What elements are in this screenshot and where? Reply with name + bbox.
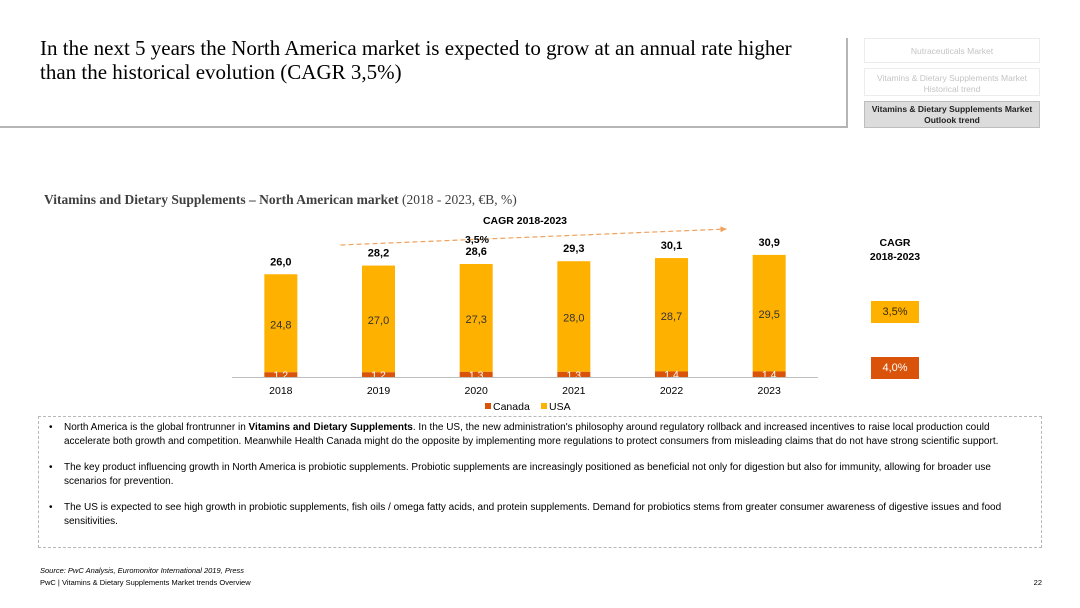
data-label-canada: 1,4 — [762, 369, 777, 381]
data-label-usa: 24,8 — [270, 319, 291, 331]
x-tick-label: 2020 — [464, 385, 488, 397]
data-label-usa: 27,0 — [368, 315, 389, 327]
nav-historical-trend[interactable]: Vitamins & Dietary Supplements Market Hi… — [864, 68, 1040, 96]
legend-label-canada: Canada — [493, 401, 530, 413]
cagr-canada-badge: 4,0% — [871, 357, 919, 379]
legend-label-usa: USA — [549, 401, 571, 413]
data-label-total: 30,9 — [758, 237, 779, 249]
x-tick-label: 2019 — [367, 385, 391, 397]
legend-swatch-canada — [485, 403, 491, 409]
nav-nutraceuticals-market[interactable]: Nutraceuticals Market — [864, 38, 1040, 63]
chart-title-bold: Vitamins and Dietary Supplements – North… — [44, 192, 399, 207]
data-label-canada: 1,2 — [274, 370, 289, 382]
data-label-canada: 1,3 — [567, 369, 582, 381]
data-label-total: 28,6 — [465, 246, 486, 258]
data-label-usa: 28,0 — [563, 313, 584, 325]
bar-usa — [264, 274, 298, 373]
data-label-total: 30,1 — [661, 240, 682, 252]
x-tick-label: 2022 — [660, 385, 684, 397]
bullet-marker: • — [49, 502, 53, 513]
footer-text: PwC | Vitamins & Dietary Supplements Mar… — [40, 578, 251, 587]
bullet-text: North America is the global frontrunner … — [64, 422, 249, 433]
bullet-text-cont: . In the US, the new administration's ph… — [64, 422, 999, 447]
cagr-arrow-label: CAGR 2018-2023 — [483, 215, 567, 227]
bar-usa — [362, 265, 395, 373]
nav-outlook-trend[interactable]: Vitamins & Dietary Supplements Market Ou… — [864, 101, 1040, 128]
bar-usa — [557, 261, 591, 372]
bullet-text: The key product influencing growth in No… — [64, 462, 991, 487]
bullet-item: • The key product influencing growth in … — [49, 461, 1029, 488]
bar-canada — [362, 372, 395, 377]
data-label-total: 28,2 — [368, 248, 389, 260]
page-number: 22 — [1033, 578, 1042, 587]
commentary-box: • North America is the global frontrunne… — [38, 416, 1042, 548]
data-label-canada: 1,4 — [664, 369, 679, 381]
title-divider-vertical — [846, 38, 848, 128]
cagr-arrow — [340, 226, 727, 246]
bar-canada — [459, 371, 493, 377]
chart-title-units: (2018 - 2023, €B, %) — [398, 192, 517, 207]
data-label-usa: 28,7 — [661, 311, 682, 323]
data-label-canada: 1,2 — [371, 370, 386, 382]
chart-title: Vitamins and Dietary Supplements – North… — [44, 192, 517, 208]
bar-canada — [752, 371, 786, 377]
bar-usa — [655, 258, 688, 372]
bar-canada — [557, 371, 591, 377]
source-note: Source: PwC Analysis, Euromonitor Intern… — [40, 566, 244, 575]
bar-usa — [459, 263, 493, 372]
cagr-panel-heading: CAGR 2018-2023 — [845, 236, 945, 264]
x-tick-label: 2023 — [757, 385, 781, 397]
data-label-total: 29,3 — [563, 243, 584, 255]
bullet-marker: • — [49, 462, 53, 473]
cagr-arrow-value: 3,5% — [465, 234, 490, 246]
bullet-bold-text: Vitamins and Dietary Supplements — [248, 422, 413, 433]
data-label-total: 26,0 — [270, 256, 291, 268]
cagr-panel-heading-line1: CAGR — [879, 237, 911, 249]
title-divider — [0, 126, 848, 128]
data-label-canada: 1,3 — [469, 369, 484, 381]
legend-swatch-usa — [541, 403, 547, 409]
cagr-panel-heading-line2: 2018-2023 — [869, 251, 921, 263]
page-title: In the next 5 years the North America ma… — [40, 36, 792, 84]
data-label-usa: 29,5 — [758, 309, 779, 321]
bullet-item: • North America is the global frontrunne… — [49, 421, 1029, 448]
bullet-marker: • — [49, 422, 53, 433]
x-tick-label: 2018 — [269, 385, 293, 397]
bar-canada — [264, 372, 298, 377]
bullet-text: The US is expected to see high growth in… — [64, 502, 1002, 527]
bar-canada — [655, 371, 688, 377]
data-label-usa: 27,3 — [465, 314, 486, 326]
bullet-item: • The US is expected to see high growth … — [49, 501, 1029, 528]
bar-usa — [752, 254, 786, 372]
x-tick-label: 2021 — [562, 385, 586, 397]
cagr-usa-badge: 3,5% — [871, 301, 919, 323]
stacked-bar-chart: 24,8 1,2 26,0 2018 27,0 1,2 28,2 2019 27,3 1,3 28,… — [232, 215, 818, 413]
